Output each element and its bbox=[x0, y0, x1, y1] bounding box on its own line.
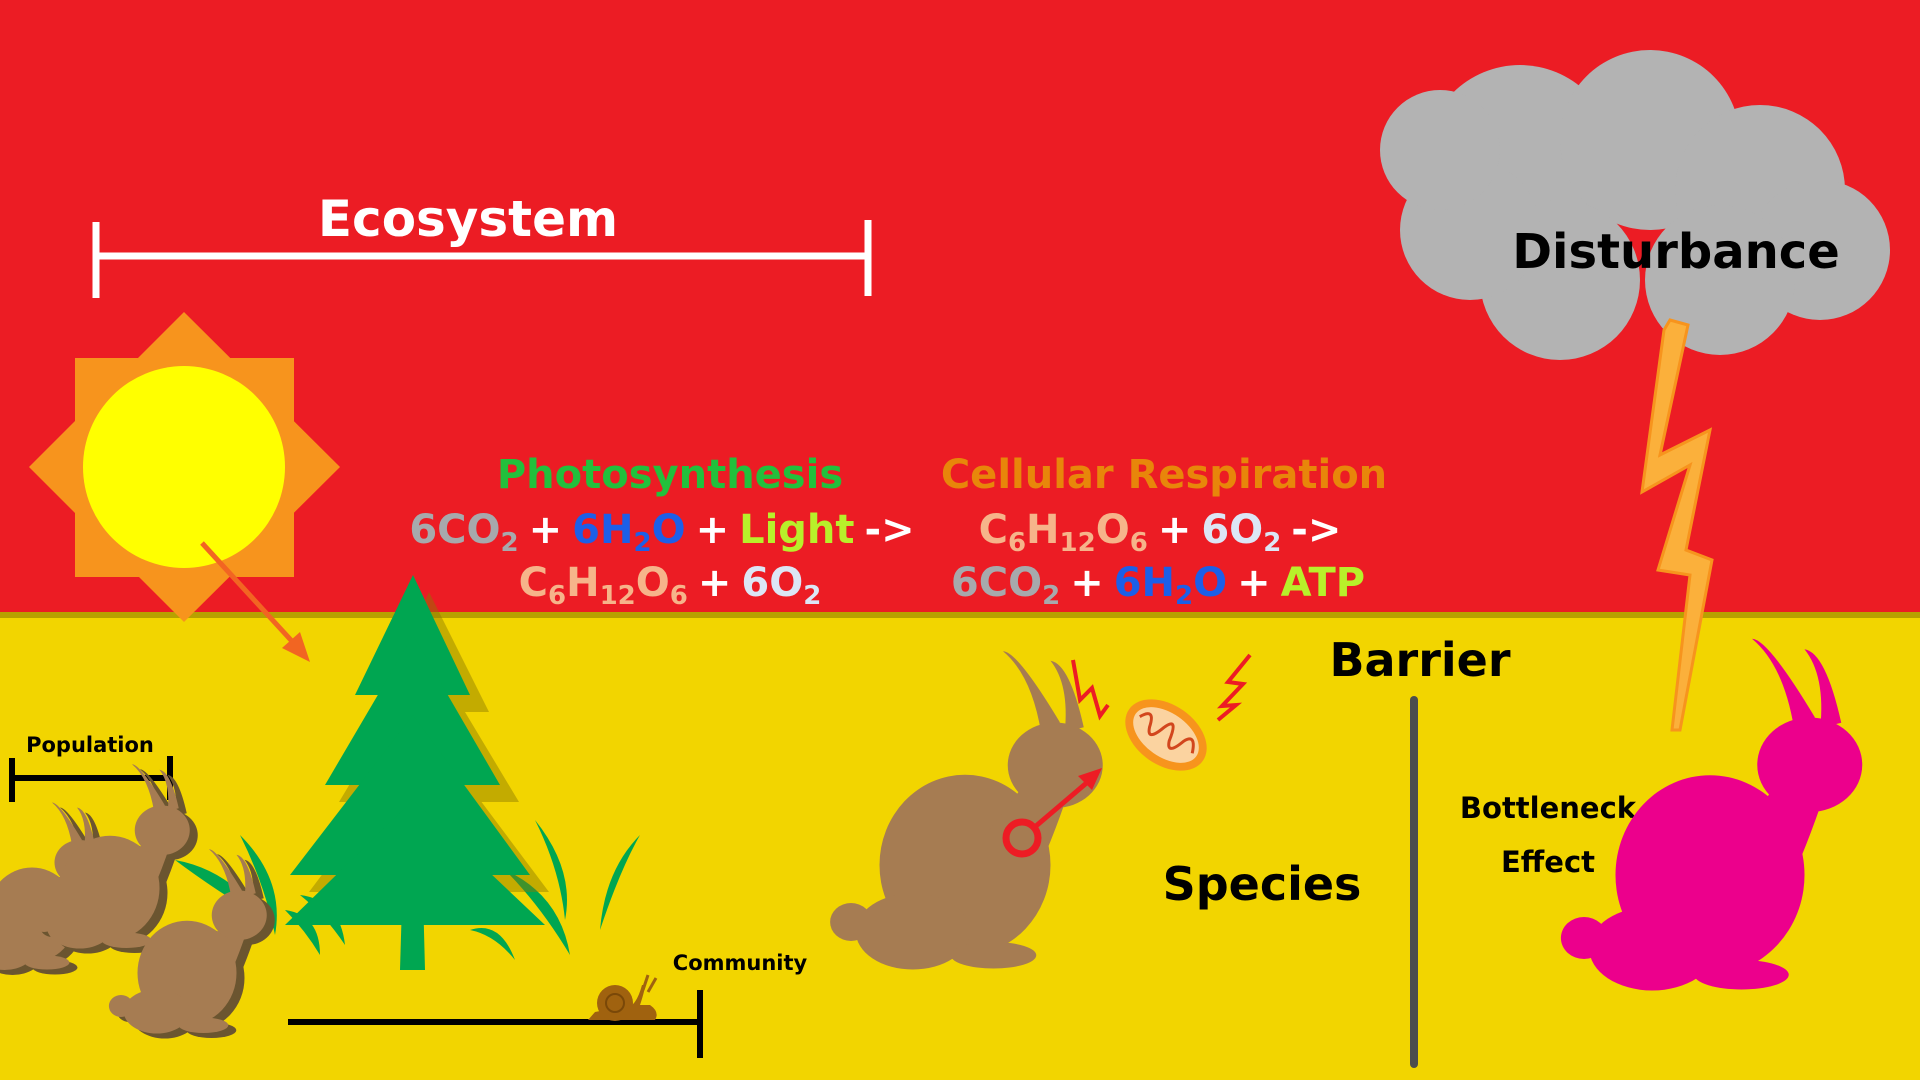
snail-icon bbox=[588, 974, 658, 1021]
photosynthesis-reactants: 6CO2 +6H2O + Light -> bbox=[409, 507, 914, 558]
community-label: Community bbox=[673, 951, 808, 975]
mitochondrion-icon bbox=[1125, 699, 1207, 771]
respiration-reactants: C6H12O6 +6O2 -> bbox=[979, 507, 1342, 558]
respiration-equation: Cellular Respiration C6H12O6 +6O2 -> 6CO2 +… bbox=[941, 452, 1387, 611]
respiration-title: Cellular Respiration bbox=[941, 452, 1387, 498]
species-label: Species bbox=[1163, 857, 1362, 911]
photosynthesis-products: C6H12O6 +6O2 bbox=[519, 560, 822, 611]
photosynthesis-equation: Photosynthesis 6CO2 +6H2O + Light -> C6H12O6… bbox=[409, 452, 914, 611]
respiration-products: 6CO2 +6H2O + ATP bbox=[951, 560, 1365, 611]
sunlight-arrow bbox=[200, 541, 310, 662]
energy-zap-right-icon bbox=[1216, 653, 1252, 722]
barrier-label: Barrier bbox=[1329, 633, 1510, 687]
disturbance-label: Disturbance bbox=[1512, 224, 1840, 280]
ecosystem-bracket bbox=[92, 220, 872, 298]
bottleneck-label-line2: Effect bbox=[1501, 845, 1595, 879]
bottleneck-label-line1: Bottleneck bbox=[1460, 791, 1637, 825]
pine-tree-icon bbox=[285, 575, 549, 970]
ecosystem-label: Ecosystem bbox=[318, 190, 618, 248]
photosynthesis-title: Photosynthesis bbox=[497, 452, 843, 498]
sun-icon bbox=[29, 312, 340, 622]
energy-zap-left-icon bbox=[1071, 659, 1110, 721]
community-bracket bbox=[288, 990, 703, 1058]
population-label: Population bbox=[26, 733, 154, 757]
respiration-pointer bbox=[1002, 768, 1102, 858]
cloud-icon bbox=[1380, 50, 1890, 360]
lightning-bolt-icon bbox=[1640, 318, 1714, 732]
